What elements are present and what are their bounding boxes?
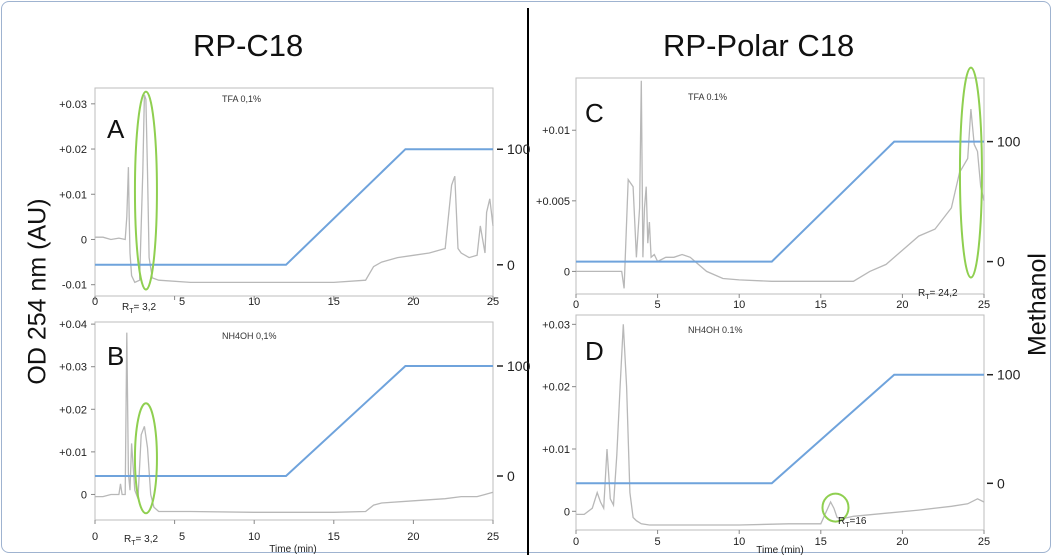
- retention-time-label: RT= 3,2: [124, 534, 158, 547]
- condition-label: TFA 0,1%: [222, 94, 261, 104]
- peak-highlight-ellipse: [133, 90, 158, 291]
- chromatogram-trace: [576, 324, 985, 526]
- x-tick-label: 15: [815, 536, 827, 548]
- x-tick-label: 15: [328, 531, 340, 543]
- chromatogram-trace: [95, 94, 494, 284]
- y-tick-label: +0.005: [536, 196, 570, 208]
- plot-area: [94, 87, 494, 297]
- x-tick-label: 25: [978, 536, 990, 548]
- panel-label: C: [585, 98, 604, 128]
- x-tick-label: 25: [978, 299, 990, 311]
- x-axis-title: Time (min): [756, 545, 803, 555]
- condition-label: NH4OH 0.1%: [688, 325, 743, 335]
- x-tick-label: 10: [733, 536, 745, 548]
- x-tick-label: 25: [487, 531, 499, 543]
- right-tick-label: 0: [997, 254, 1005, 270]
- x-tick-label: 5: [179, 531, 185, 543]
- x-tick-label: 0: [573, 299, 579, 311]
- x-tick-label: 5: [179, 296, 185, 308]
- y-tick-label: +0.01: [542, 125, 570, 137]
- x-tick-label: 20: [896, 299, 908, 311]
- y-tick-label: 0: [564, 266, 570, 278]
- panel-label: D: [585, 336, 604, 366]
- x-tick-label: 5: [655, 299, 661, 311]
- chromatogram-trace: [95, 332, 494, 513]
- plot-area: [94, 321, 494, 521]
- panel-label: A: [107, 114, 125, 144]
- methanol-gradient-line: [576, 373, 984, 485]
- left-column-title: RP-C18: [193, 28, 304, 63]
- y-tick-label: +0.04: [59, 319, 87, 331]
- peak-highlight-ellipse: [958, 66, 983, 279]
- panel-label: B: [107, 341, 124, 371]
- plot-area: [575, 77, 985, 295]
- right-tick-label: 100: [997, 134, 1021, 150]
- condition-label: NH4OH 0,1%: [222, 331, 277, 341]
- methanol-gradient-line: [576, 140, 984, 263]
- chromatogram-trace: [576, 80, 985, 289]
- x-tick-label: 10: [248, 296, 260, 308]
- x-tick-label: 10: [248, 531, 260, 543]
- y-tick-label: 0: [81, 489, 87, 501]
- retention-time-label: RT=16: [838, 516, 867, 529]
- right-tick-label: 0: [997, 475, 1005, 491]
- right-tick-label: 0: [507, 468, 515, 484]
- y-tick-label: 0: [81, 234, 87, 246]
- right-tick-label: 100: [507, 141, 531, 157]
- x-tick-label: 0: [92, 531, 98, 543]
- x-tick-label: 0: [573, 536, 579, 548]
- x-tick-label: 15: [815, 299, 827, 311]
- column-divider: [527, 8, 529, 555]
- y-tick-label: +0.03: [59, 362, 87, 374]
- right-tick-label: 100: [997, 367, 1021, 383]
- y-tick-label: +0.01: [59, 447, 87, 459]
- y-tick-label: +0.03: [542, 319, 570, 331]
- y-tick-label: +0.01: [542, 444, 570, 456]
- peak-highlight-ellipse: [821, 492, 850, 523]
- plot-area: [575, 314, 985, 531]
- methanol-gradient-line: [95, 148, 493, 266]
- y-tick-label: +0.02: [59, 404, 87, 416]
- y-tick-label: +0.02: [59, 144, 87, 156]
- x-tick-label: 20: [407, 531, 419, 543]
- y-tick-label: -0.01: [62, 280, 87, 292]
- x-tick-label: 20: [896, 536, 908, 548]
- x-tick-label: 5: [655, 536, 661, 548]
- y-tick-label: 0: [564, 506, 570, 518]
- y-tick-label: +0.02: [542, 382, 570, 394]
- condition-label: TFA 0.1%: [688, 92, 727, 102]
- x-tick-label: 10: [733, 299, 745, 311]
- x-tick-label: 0: [92, 296, 98, 308]
- x-tick-label: 20: [407, 296, 419, 308]
- x-axis-title: Time (min): [269, 544, 316, 555]
- right-tick-label: 100: [507, 358, 531, 374]
- peak-highlight-ellipse: [133, 402, 158, 515]
- x-tick-label: 15: [328, 296, 340, 308]
- right-tick-label: 0: [507, 257, 515, 273]
- x-tick-label: 25: [487, 296, 499, 308]
- right-column-title: RP-Polar C18: [663, 28, 855, 63]
- retention-time-label: RT= 3,2: [122, 302, 156, 315]
- retention-time-label: RT= 24,2: [918, 288, 958, 301]
- methanol-gradient-line: [95, 365, 493, 477]
- y-tick-label: +0.03: [59, 99, 87, 111]
- y-tick-label: +0.01: [59, 189, 87, 201]
